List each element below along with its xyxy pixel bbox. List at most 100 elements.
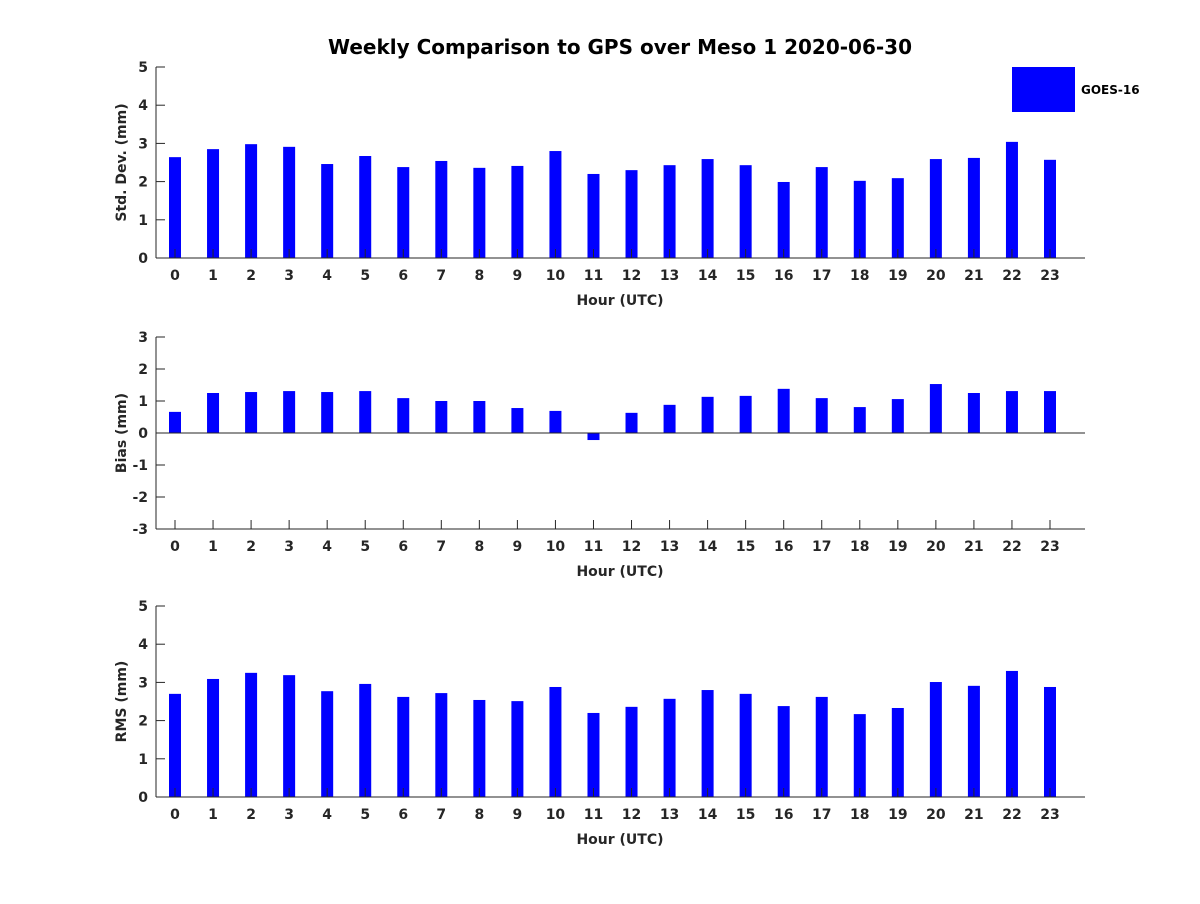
- bar: [397, 167, 410, 258]
- x-tick-label: 4: [322, 268, 332, 284]
- x-tick-label: 10: [546, 807, 566, 823]
- x-tick-label: 6: [398, 268, 408, 284]
- x-tick-label: 0: [170, 268, 180, 284]
- x-tick-label: 19: [888, 807, 907, 823]
- bar: [435, 160, 448, 258]
- bar: [207, 678, 220, 797]
- x-tick-label: 11: [584, 268, 603, 284]
- x-tick-label: 17: [812, 539, 831, 555]
- y-axis-label: Std. Dev. (mm): [114, 103, 130, 221]
- y-tick-label: 2: [138, 175, 148, 191]
- y-tick-label: 3: [138, 675, 148, 691]
- x-tick-label: 8: [474, 268, 484, 284]
- bar: [587, 173, 600, 258]
- x-tick-label: 10: [546, 268, 566, 284]
- bar: [891, 707, 904, 797]
- bar: [663, 404, 676, 433]
- x-tick-label: 15: [736, 268, 755, 284]
- y-tick-label: -1: [132, 458, 148, 474]
- y-tick-label: 3: [138, 136, 148, 152]
- bar: [929, 384, 942, 433]
- bar: [1044, 159, 1056, 258]
- bar: [701, 396, 714, 433]
- bar: [891, 399, 904, 433]
- x-tick-label: 23: [1040, 539, 1059, 555]
- y-tick-label: 1: [138, 213, 148, 229]
- bar: [1005, 391, 1018, 433]
- legend-swatch: [1012, 67, 1075, 112]
- x-tick-label: 5: [360, 807, 370, 823]
- y-axis-label: Bias (mm): [114, 393, 130, 473]
- x-tick-label: 16: [774, 807, 793, 823]
- y-tick-label: 3: [138, 330, 148, 346]
- bar: [435, 401, 448, 433]
- x-tick-label: 6: [398, 807, 408, 823]
- x-tick-label: 2: [246, 539, 256, 555]
- bar: [245, 672, 258, 797]
- x-tick-label: 7: [436, 268, 446, 284]
- bar: [739, 165, 752, 258]
- bar: [853, 714, 866, 797]
- x-axis-label: Hour (UTC): [576, 832, 663, 848]
- x-tick-label: 8: [474, 539, 484, 555]
- x-tick-label: 18: [850, 539, 869, 555]
- bar: [701, 690, 714, 797]
- x-tick-label: 17: [812, 268, 831, 284]
- x-tick-label: 1: [208, 807, 218, 823]
- bar: [1005, 141, 1018, 258]
- x-tick-label: 6: [398, 539, 408, 555]
- bar: [283, 391, 296, 433]
- bar: [815, 696, 828, 797]
- bar: [777, 388, 790, 433]
- legend: GOES-16: [1012, 67, 1140, 112]
- y-tick-label: 4: [138, 637, 148, 653]
- bar: [815, 167, 828, 258]
- x-tick-label: 5: [360, 539, 370, 555]
- x-tick-label: 13: [660, 268, 679, 284]
- bar: [853, 180, 866, 258]
- bar: [777, 706, 790, 797]
- x-tick-label: 2: [246, 268, 256, 284]
- x-tick-label: 5: [360, 268, 370, 284]
- x-tick-label: 23: [1040, 807, 1059, 823]
- bar: [435, 693, 448, 797]
- bar: [739, 693, 752, 797]
- y-tick-label: 0: [138, 790, 148, 806]
- y-tick-label: 0: [138, 426, 148, 442]
- x-tick-label: 13: [660, 807, 679, 823]
- x-tick-label: 9: [513, 539, 523, 555]
- bar: [359, 156, 372, 258]
- bar: [967, 393, 980, 433]
- bar: [625, 412, 638, 433]
- x-tick-label: 20: [926, 268, 946, 284]
- x-tick-label: 1: [208, 268, 218, 284]
- bar: [625, 706, 638, 797]
- y-tick-label: -3: [132, 522, 148, 538]
- bar: [891, 178, 904, 258]
- x-tick-label: 18: [850, 807, 869, 823]
- bar: [1044, 391, 1056, 433]
- bar: [359, 391, 372, 433]
- bar: [587, 433, 600, 441]
- bar: [967, 685, 980, 797]
- x-tick-label: 10: [546, 539, 566, 555]
- bar: [929, 159, 942, 258]
- x-tick-label: 7: [436, 807, 446, 823]
- bar: [169, 411, 181, 433]
- x-tick-label: 20: [926, 539, 946, 555]
- x-tick-label: 0: [170, 807, 180, 823]
- y-tick-label: 1: [138, 752, 148, 768]
- bar: [511, 701, 524, 797]
- bar: [169, 157, 181, 258]
- bar: [397, 696, 410, 797]
- bar: [283, 146, 296, 258]
- bar: [967, 157, 980, 258]
- bar: [739, 395, 752, 433]
- bar: [777, 181, 790, 258]
- x-tick-label: 13: [660, 539, 679, 555]
- x-tick-label: 0: [170, 539, 180, 555]
- bar: [625, 170, 638, 258]
- y-tick-label: 5: [138, 599, 148, 615]
